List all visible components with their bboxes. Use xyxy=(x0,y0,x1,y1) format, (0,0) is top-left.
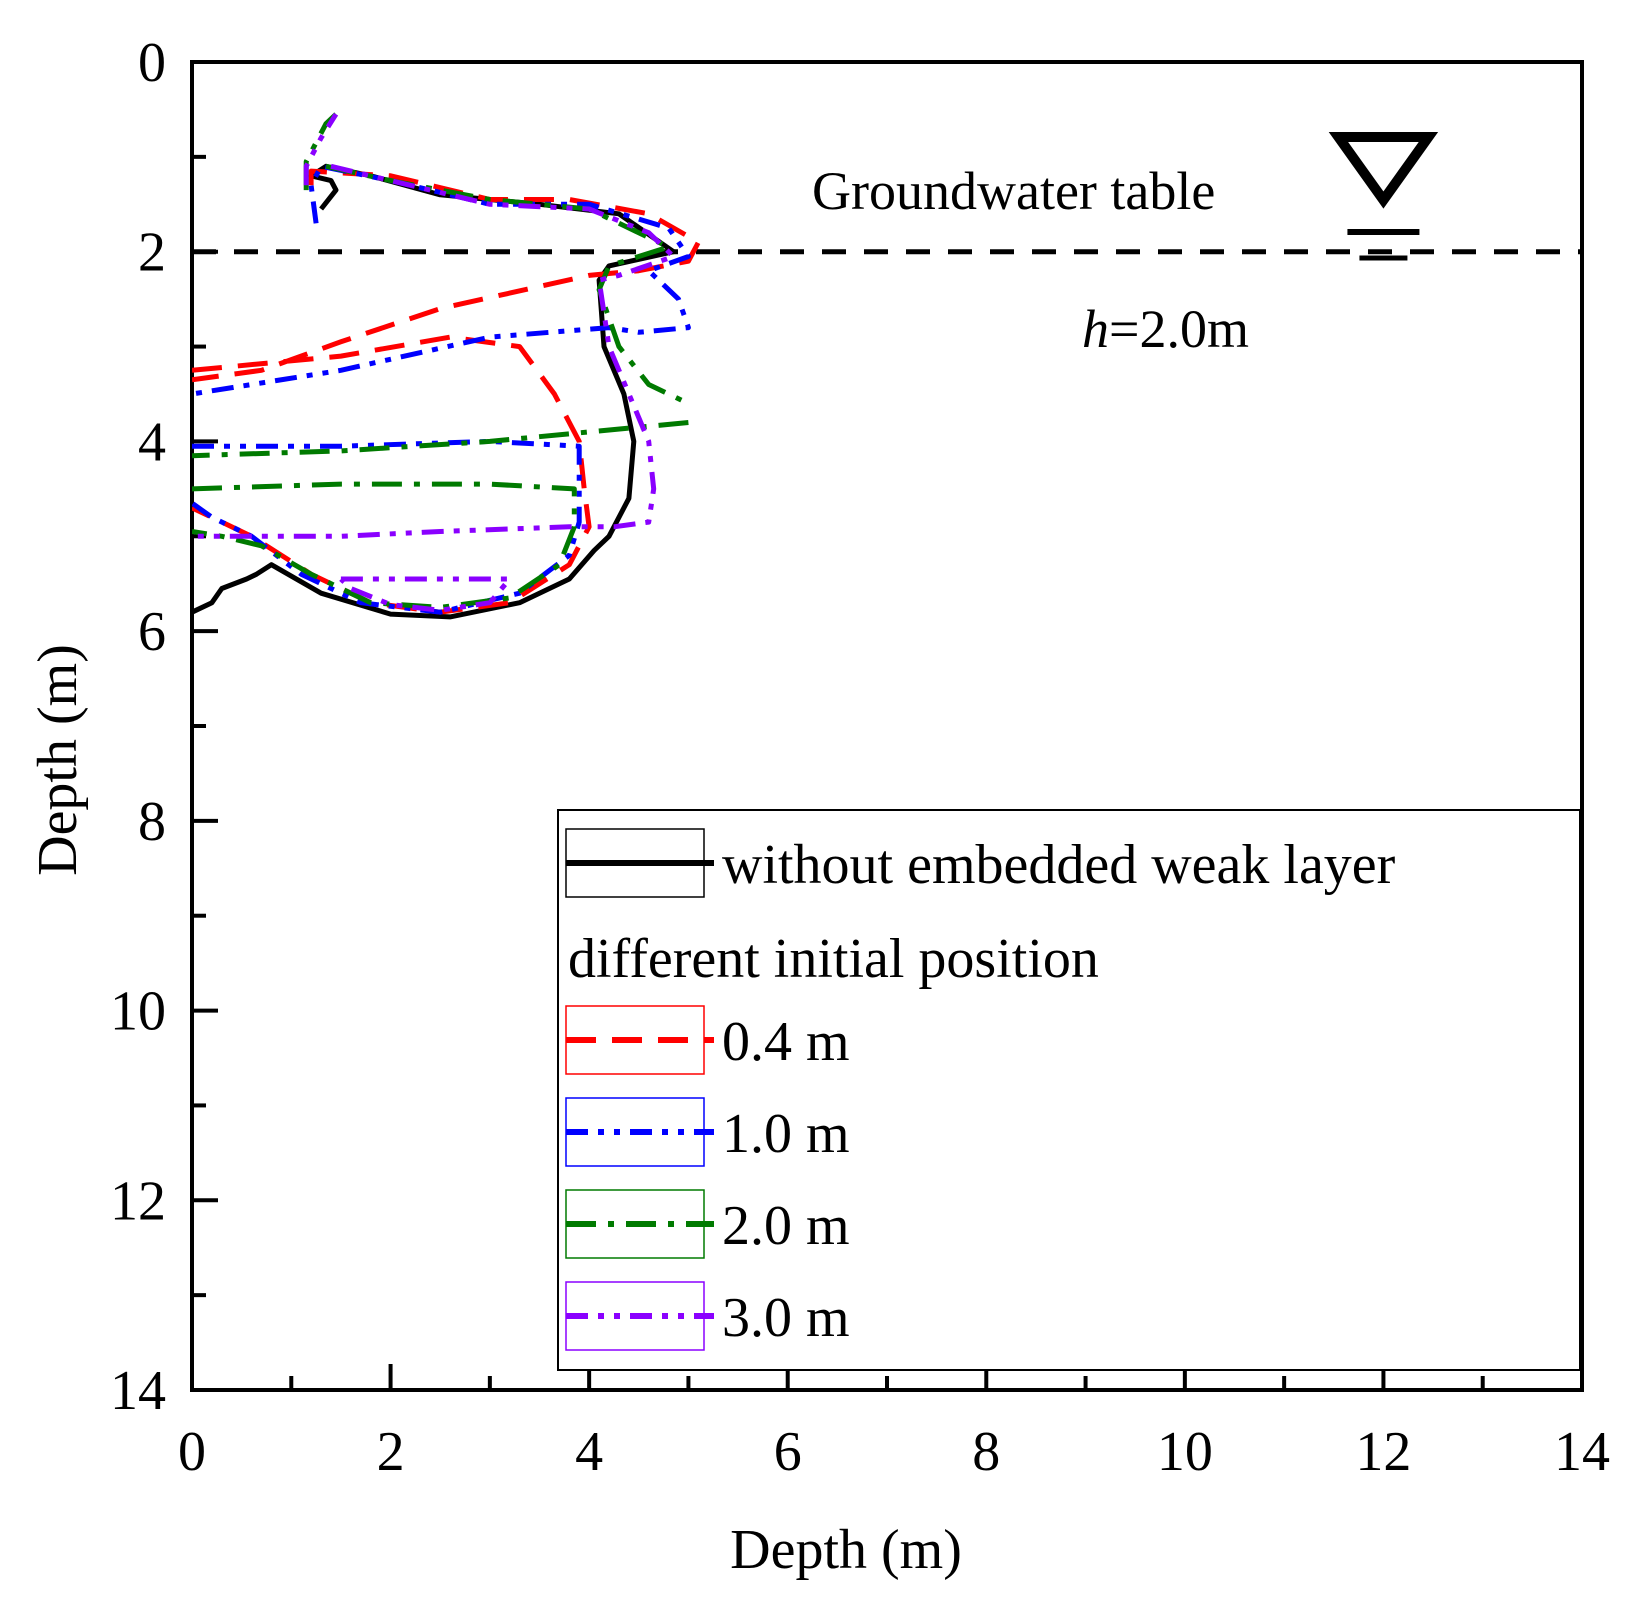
x-tick-label: 0 xyxy=(178,1421,206,1483)
legend-items: without embedded weak layer 0.4 m 1.0 m 2.0… xyxy=(565,828,1396,1351)
x-axis-title: Depth (m) xyxy=(730,1519,962,1581)
y-tick-label: 0 xyxy=(138,32,166,94)
y-tick-label: 6 xyxy=(138,601,166,663)
x-tick-label: 10 xyxy=(1157,1421,1213,1483)
y-tick-label: 12 xyxy=(110,1170,166,1232)
water-level-triangle xyxy=(1328,132,1439,209)
legend-box xyxy=(557,809,1581,1371)
h-symbol: h xyxy=(1082,299,1109,359)
legend-label: 2.0 m xyxy=(722,1195,850,1257)
x-tick-label: 4 xyxy=(575,1421,603,1483)
groundwater-symbol-icon xyxy=(1328,132,1439,261)
h-value: =2.0m xyxy=(1109,299,1249,359)
x-tick-label: 6 xyxy=(774,1421,802,1483)
x-tick-label: 2 xyxy=(377,1421,405,1483)
series-line-s30 xyxy=(192,112,676,613)
legend-label: 3.0 m xyxy=(722,1287,850,1349)
series-line-s10 xyxy=(192,163,691,615)
legend-label: without embedded weak layer xyxy=(722,834,1396,896)
water-depth-label: h=2.0m xyxy=(1082,299,1249,359)
series-line-baseline xyxy=(192,163,676,620)
y-tick-label: 4 xyxy=(138,411,166,473)
legend: without embedded weak layer 0.4 m 1.0 m 2.0… xyxy=(557,809,1581,1371)
groundwater-label: Groundwater table xyxy=(812,161,1215,221)
legend-label: 0.4 m xyxy=(722,1011,850,1073)
y-tick-label: 2 xyxy=(138,222,166,284)
y-axis-title: Depth (m) xyxy=(27,644,89,876)
series-layer xyxy=(192,112,701,620)
y-tick-label: 8 xyxy=(138,791,166,853)
y-tick-label: 10 xyxy=(110,981,166,1043)
x-tick-label: 14 xyxy=(1554,1421,1610,1483)
series-line-s20 xyxy=(192,112,690,610)
x-tick-label: 12 xyxy=(1355,1421,1411,1483)
legend-subtitle: different initial position xyxy=(568,928,1099,990)
x-tick-label: 8 xyxy=(972,1421,1000,1483)
legend-label: 1.0 m xyxy=(722,1103,850,1165)
y-tick-label: 14 xyxy=(110,1360,166,1422)
